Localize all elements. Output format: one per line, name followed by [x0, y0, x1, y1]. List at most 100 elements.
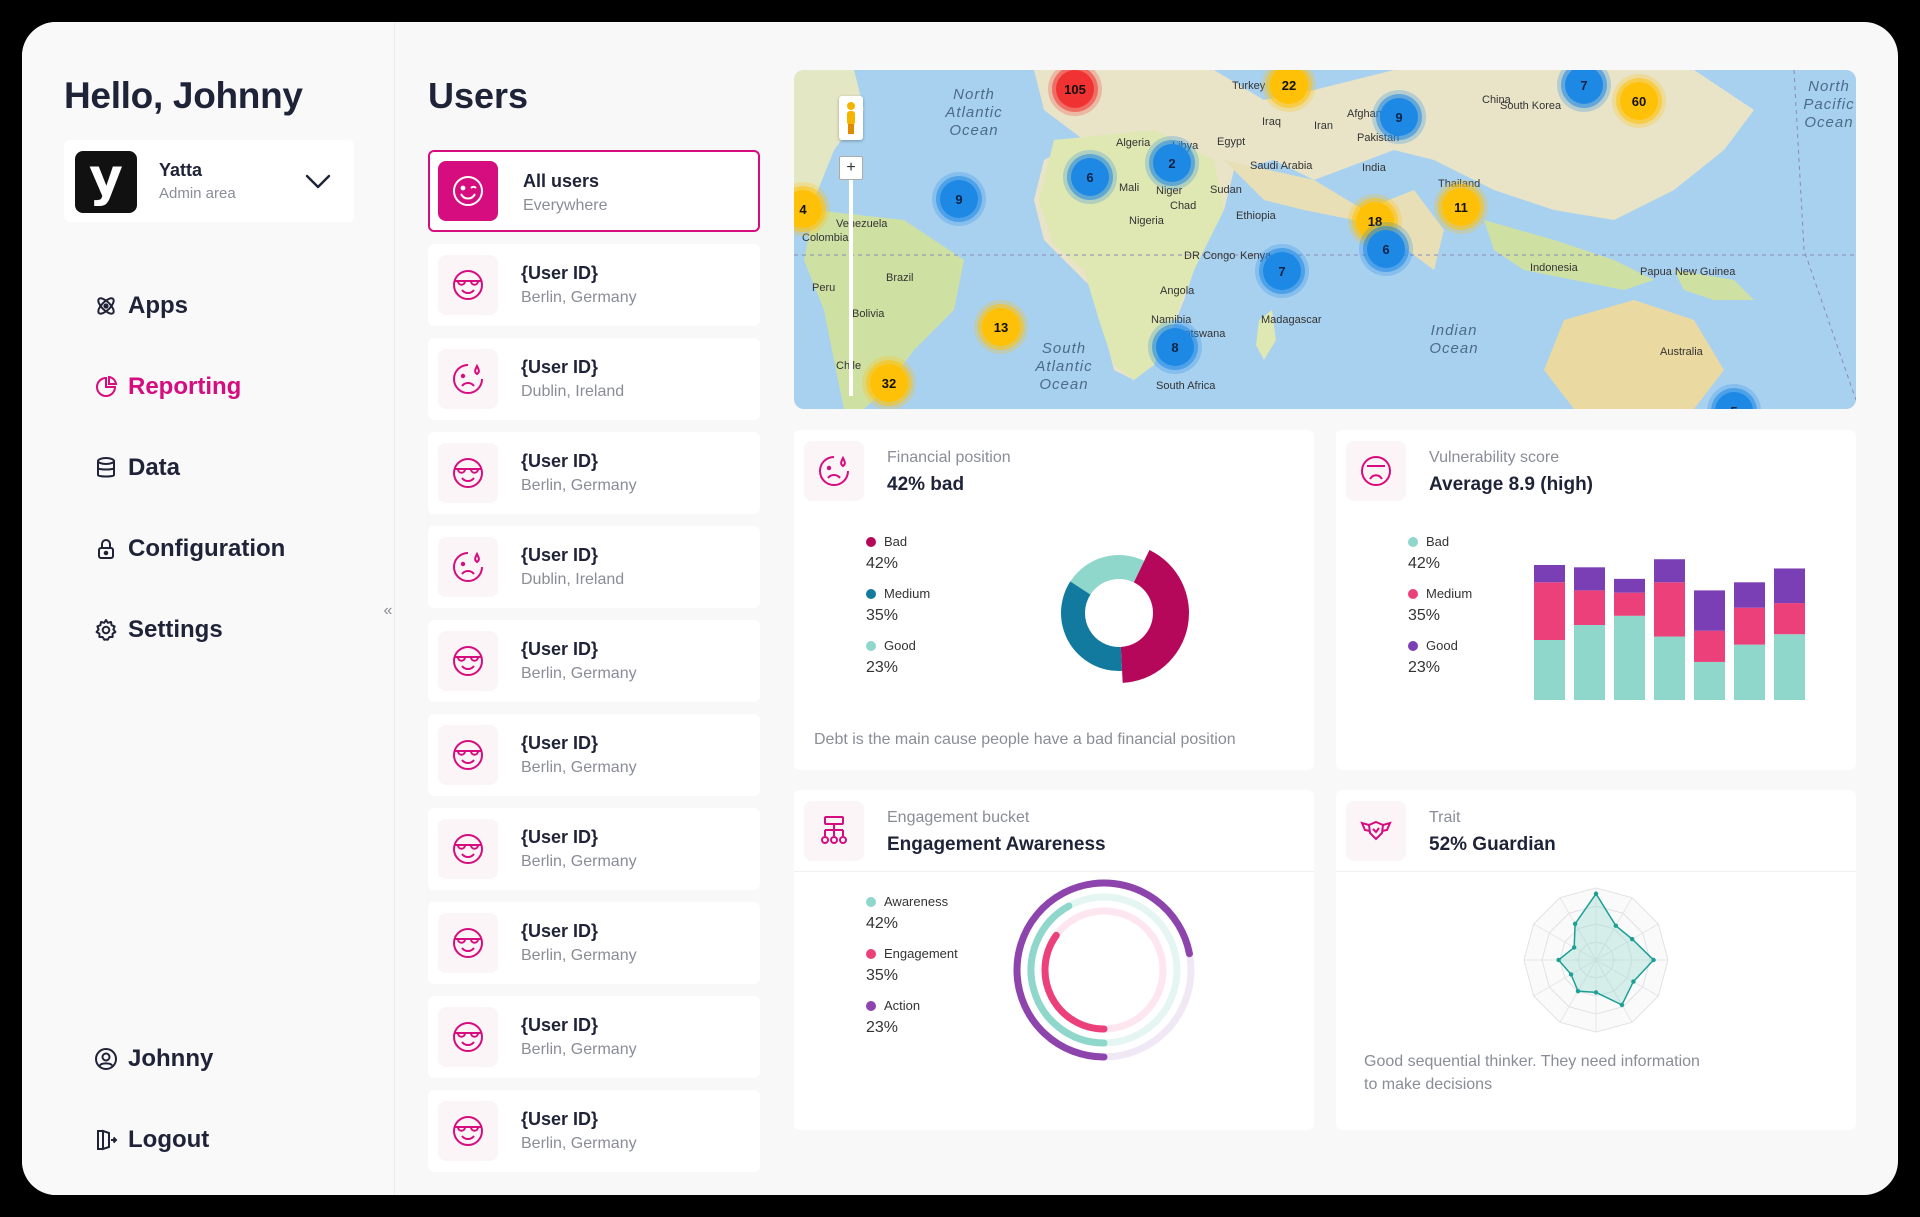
- user-list-item[interactable]: {User ID} Berlin, Germany: [428, 244, 760, 326]
- vulnerability-score-card: Vulnerability score Average 8.9 (high) B…: [1336, 430, 1856, 770]
- radar-axis: [1595, 897, 1633, 961]
- nav-configuration[interactable]: Configuration: [94, 535, 285, 563]
- sad-face-icon: [804, 441, 864, 501]
- all-users-item[interactable]: All users Everywhere: [428, 150, 760, 232]
- profile-label: Johnny: [128, 1045, 214, 1072]
- radar-axis: [1533, 923, 1597, 961]
- map-cluster-marker[interactable]: 9: [940, 180, 978, 218]
- user-location: Dublin, Ireland: [521, 571, 625, 588]
- legend-item: Bad 42%: [1408, 534, 1449, 573]
- bar-segment-good: [1574, 567, 1605, 591]
- nav-settings[interactable]: Settings: [94, 616, 223, 644]
- cool-face-icon: [438, 1101, 498, 1161]
- user-list-item[interactable]: {User ID} Berlin, Germany: [428, 902, 760, 984]
- user-location: Berlin, Germany: [521, 1135, 637, 1152]
- bar-segment-good: [1734, 582, 1765, 608]
- collapse-sidebar-button[interactable]: «: [383, 602, 393, 619]
- legend-value: 42%: [866, 555, 899, 572]
- user-list-item[interactable]: {User ID} Dublin, Ireland: [428, 338, 760, 420]
- chevron-down-icon[interactable]: [301, 164, 335, 198]
- map-cluster-marker[interactable]: 22: [1270, 70, 1308, 104]
- country-label: Iran: [1314, 120, 1333, 132]
- trait-radar-chart: [1523, 887, 1669, 1033]
- country-label: Australia: [1660, 346, 1703, 358]
- map-land: [794, 70, 1856, 409]
- user-list-item[interactable]: {User ID} Berlin, Germany: [428, 714, 760, 796]
- user-location: Berlin, Germany: [521, 477, 637, 494]
- legend-item: Good 23%: [866, 638, 916, 677]
- card-label: Trait: [1429, 809, 1461, 826]
- map-cluster-marker[interactable]: 13: [982, 308, 1020, 346]
- radar-point: [1568, 972, 1574, 977]
- country-label: Algeria: [1116, 137, 1151, 149]
- frown-face-icon: [1346, 441, 1406, 501]
- radar-point: [1631, 979, 1636, 984]
- map-cluster-marker[interactable]: 7: [1565, 70, 1603, 104]
- nav-label: Reporting: [128, 373, 242, 400]
- sidebar: Hello, Johnny y Yatta Admin area Apps Re…: [22, 22, 395, 1195]
- vulnerability-bar-chart: [1534, 559, 1805, 700]
- nav-label: Settings: [128, 616, 223, 643]
- nav-logout[interactable]: Logout: [94, 1126, 209, 1154]
- country-label: Papua New Guinea: [1640, 266, 1736, 278]
- database-icon: [97, 457, 115, 478]
- bar-segment-good: [1694, 590, 1725, 631]
- map-cluster-marker[interactable]: 9: [1380, 98, 1418, 136]
- user-list-item[interactable]: {User ID} Berlin, Germany: [428, 996, 760, 1078]
- bar-segment-bad: [1654, 636, 1685, 700]
- nav-apps[interactable]: Apps: [94, 292, 188, 320]
- user-list-item[interactable]: {User ID} Berlin, Germany: [428, 808, 760, 890]
- donut-slice-medium: [1061, 581, 1123, 671]
- user-list-item[interactable]: {User ID} Dublin, Ireland: [428, 526, 760, 608]
- legend-dot: [866, 897, 876, 907]
- radar-axis: [1559, 897, 1597, 961]
- map-cluster-marker[interactable]: 105: [1056, 70, 1094, 108]
- user-name: {User ID}: [521, 357, 599, 377]
- legend-dot: [1408, 589, 1418, 599]
- card-label: Vulnerability score: [1429, 449, 1560, 466]
- radar-point: [1651, 957, 1656, 963]
- bar-segment-medium: [1534, 582, 1565, 640]
- legend-label: Engagement: [884, 946, 958, 961]
- org-logo: y: [75, 151, 137, 213]
- map-cluster-marker[interactable]: 8: [1156, 328, 1194, 366]
- map-cluster-marker[interactable]: 60: [1620, 82, 1658, 120]
- world-map[interactable]: North Atlantic Ocean South Atlantic Ocea…: [794, 70, 1856, 409]
- map-cluster-marker[interactable]: 32: [870, 364, 908, 402]
- nav-profile[interactable]: Johnny: [94, 1045, 213, 1073]
- street-view-pegman-icon[interactable]: [839, 96, 863, 140]
- nav-reporting[interactable]: Reporting: [94, 373, 241, 401]
- bar-segment-medium: [1654, 582, 1685, 637]
- zoom-in-button[interactable]: +: [839, 156, 863, 180]
- map-cluster-marker[interactable]: 5: [1715, 392, 1753, 409]
- bar-segment-good: [1614, 578, 1645, 593]
- map-cluster-marker[interactable]: 7: [1263, 252, 1301, 290]
- legend-label: Good: [1426, 638, 1458, 653]
- radar-point: [1575, 988, 1581, 994]
- financial-position-card: Financial position 42% bad Bad 42% Medium 3…: [794, 430, 1314, 770]
- sad-face-icon: [438, 349, 498, 409]
- nav-data[interactable]: Data: [94, 454, 180, 482]
- user-list-item[interactable]: {User ID} Berlin, Germany: [428, 1090, 760, 1172]
- country-label: Ethiopia: [1236, 210, 1276, 222]
- radar-axis: [1595, 959, 1633, 1023]
- country-label: DR Congo: [1184, 250, 1236, 262]
- user-location: Berlin, Germany: [521, 759, 637, 776]
- cool-face-icon: [438, 725, 498, 785]
- zoom-slider[interactable]: [849, 180, 853, 396]
- legend-item: Medium 35%: [1408, 586, 1472, 625]
- radar-point: [1593, 891, 1599, 896]
- map-cluster-marker[interactable]: 11: [1442, 188, 1480, 226]
- map-cluster-marker[interactable]: 6: [1367, 230, 1405, 268]
- user-name: {User ID}: [521, 451, 599, 471]
- map-cluster-marker[interactable]: 2: [1153, 144, 1191, 182]
- org-switcher[interactable]: y Yatta Admin area: [64, 140, 354, 222]
- user-list-item[interactable]: {User ID} Berlin, Germany: [428, 432, 760, 514]
- country-label: Chad: [1170, 200, 1197, 212]
- country-label: Madagascar: [1261, 314, 1322, 326]
- country-label: Egypt: [1217, 136, 1246, 148]
- user-location: Berlin, Germany: [521, 947, 637, 964]
- country-label: Thailand: [1438, 178, 1481, 190]
- map-cluster-marker[interactable]: 6: [1071, 158, 1109, 196]
- user-list-item[interactable]: {User ID} Berlin, Germany: [428, 620, 760, 702]
